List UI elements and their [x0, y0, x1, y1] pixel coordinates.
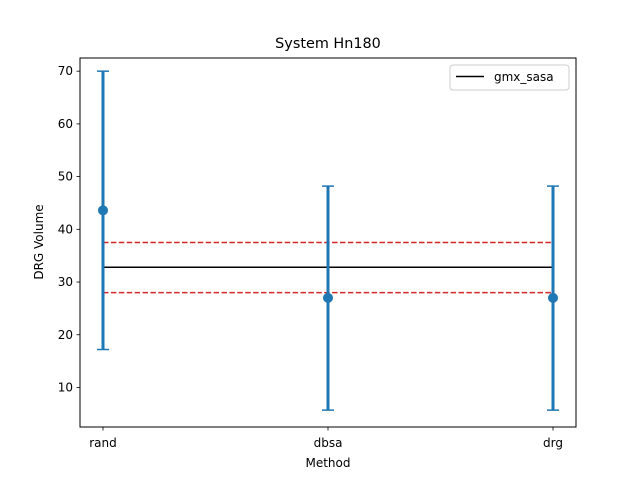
y-tick-label: 70 — [58, 64, 73, 78]
chart-title: System Hn180 — [275, 36, 381, 52]
x-axis: rand dbsa drg — [89, 427, 563, 450]
x-tick-label: drg — [543, 436, 563, 450]
y-tick-label: 30 — [58, 275, 73, 289]
x-tick-label: rand — [89, 436, 117, 450]
data-points — [98, 205, 558, 303]
data-point — [98, 205, 108, 216]
legend-entry-gmx-sasa: gmx_sasa — [494, 70, 554, 84]
y-tick-label: 20 — [58, 328, 73, 342]
y-tick-label: 50 — [58, 170, 73, 184]
y-axis: 10 20 30 40 50 60 70 — [58, 64, 80, 394]
y-tick-label: 40 — [58, 222, 73, 236]
x-axis-label: Method — [305, 456, 350, 470]
legend-box — [449, 64, 570, 91]
y-tick-label: 10 — [58, 380, 73, 394]
y-tick-label: 60 — [58, 117, 73, 131]
data-point — [548, 292, 558, 303]
x-tick-label: dbsa — [314, 436, 343, 450]
plot-frame — [79, 57, 577, 428]
y-axis-label: DRG Volume — [32, 204, 46, 279]
data-point — [323, 292, 333, 303]
legend: gmx_sasa — [449, 64, 570, 91]
